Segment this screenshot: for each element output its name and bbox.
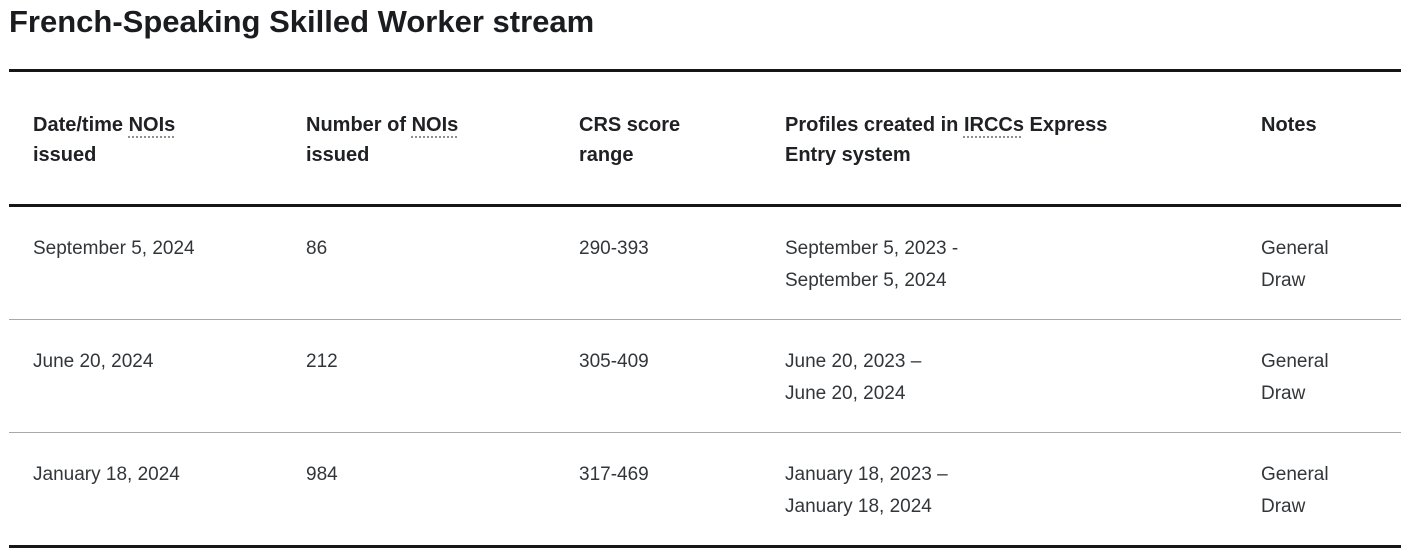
cell-date-issued: September 5, 2024: [33, 238, 195, 259]
notes-line: General: [1261, 351, 1329, 372]
header-text: Date/time: [33, 114, 129, 136]
notes-line: Draw: [1261, 270, 1306, 291]
cell-profiles-created: June 20, 2023 – June 20, 2024: [761, 319, 1237, 433]
header-line: Number of NOIs: [306, 110, 531, 140]
cell-number-of-nois: 984: [282, 432, 555, 547]
header-line: CRS score: [579, 114, 681, 136]
col-header-number-of-nois-issued: Number of NOIs issued: [282, 70, 555, 207]
profiles-period-line: September 5, 2023 -: [785, 238, 959, 259]
cell-date-issued: June 20, 2024: [9, 319, 282, 433]
cell-profiles-created: January 18, 2023 – January 18, 2024: [761, 432, 1237, 547]
page-title: French-Speaking Skilled Worker stream: [9, 4, 595, 39]
cell-crs-range: 305-409: [555, 319, 761, 433]
cell-date-issued: January 18, 2024: [9, 432, 282, 547]
header-text: Express: [1023, 114, 1108, 136]
profiles-period-line: June 20, 2023 –: [785, 351, 922, 372]
notes-line: General: [1261, 238, 1329, 259]
nois-abbr[interactable]: NOIs: [411, 114, 459, 136]
cell-notes: General Draw: [1237, 319, 1401, 433]
cell-notes: General Draw: [1237, 432, 1401, 547]
header-text: Profiles created in: [785, 114, 964, 136]
nois-abbr[interactable]: NOIs: [128, 114, 176, 136]
table-row: January 18, 2024 984 317-469 January 18,…: [9, 432, 1401, 547]
header-line: Profiles created in IRCCs Express: [785, 110, 1213, 140]
table-row: September 5, 2024 86 290-393 September 5…: [9, 206, 1401, 320]
col-header-crs-score-range: CRS score range: [555, 70, 761, 207]
noi-draws-table: Date/time NOIs issued Number of NOIs iss…: [9, 69, 1401, 548]
cell-crs-range: 317-469: [555, 432, 761, 547]
notes-line: Draw: [1261, 383, 1306, 404]
col-header-profiles-created: Profiles created in IRCCs Express Entry …: [761, 70, 1237, 207]
col-header-notes: Notes: [1237, 70, 1401, 207]
header-text: Number of: [306, 114, 412, 136]
irccs-abbr[interactable]: IRCCs: [963, 114, 1024, 136]
header-line: range: [579, 144, 634, 166]
table-header-row: Date/time NOIs issued Number of NOIs iss…: [9, 70, 1401, 207]
profiles-period-line: January 18, 2024: [785, 496, 932, 517]
col-header-date-time-nois-issued: Date/time NOIs issued: [9, 70, 282, 207]
cell-profiles-created: September 5, 2023 - September 5, 2024: [761, 206, 1237, 320]
table-row: June 20, 2024 212 305-409 June 20, 2023 …: [9, 319, 1401, 433]
profiles-period-line: June 20, 2024: [785, 383, 906, 404]
notes-line: General: [1261, 464, 1329, 485]
header-line: Date/time NOIs: [33, 110, 258, 140]
header-line: Notes: [1261, 114, 1317, 136]
header-line: issued: [33, 144, 97, 166]
header-line: issued: [306, 144, 370, 166]
cell-crs-range: 290-393: [579, 238, 649, 259]
cell-notes: General Draw: [1237, 206, 1401, 320]
profiles-period-line: January 18, 2023 –: [785, 464, 948, 485]
profiles-period-line: September 5, 2024: [785, 270, 947, 291]
notes-line: Draw: [1261, 496, 1306, 517]
cell-number-of-nois: 212: [282, 319, 555, 433]
header-line: Entry system: [785, 144, 911, 166]
cell-number-of-nois: 86: [306, 238, 328, 259]
